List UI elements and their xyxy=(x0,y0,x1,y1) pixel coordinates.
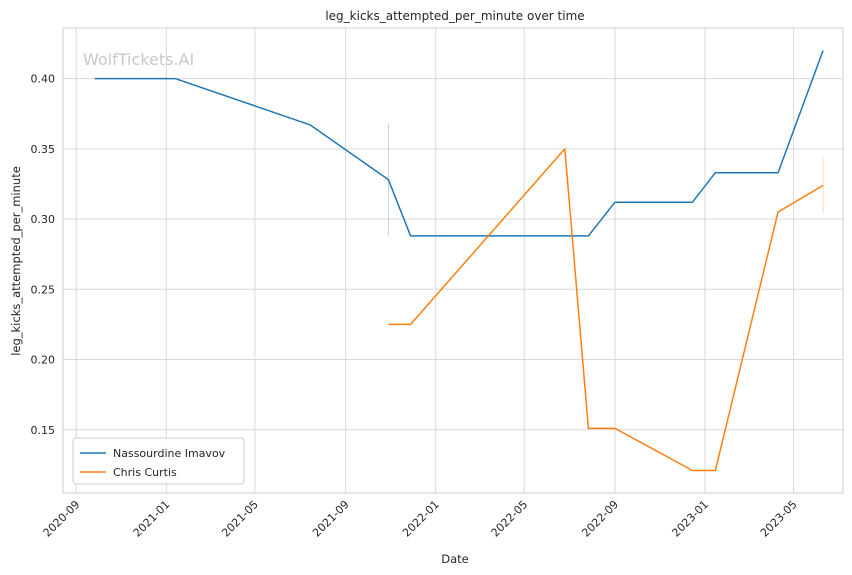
plot-frame xyxy=(62,27,844,494)
series-line-nassourdine-imavov xyxy=(94,50,824,237)
legend-box xyxy=(72,437,245,485)
grid xyxy=(63,28,843,493)
legend-label-chris-curtis: Chris Curtis xyxy=(113,466,177,479)
series-line-chris-curtis xyxy=(388,148,824,472)
x-tick-label: 2021-01 xyxy=(131,498,173,540)
y-tick-label: 0.30 xyxy=(31,213,56,226)
y-tick-label: 0.20 xyxy=(31,354,56,367)
series-lines xyxy=(94,50,824,472)
y-tick-label: 0.35 xyxy=(31,143,56,156)
x-axis-ticks: 2020-09 2021-01 2021-05 2021-09 2022-01 2022-… xyxy=(41,498,800,540)
watermark-text: WolfTickets.AI xyxy=(83,50,194,69)
x-tick-label: 2022-09 xyxy=(579,498,621,540)
x-tick-label: 2023-01 xyxy=(669,498,711,540)
x-tick-label: 2020-09 xyxy=(41,498,83,540)
chart-title: leg_kicks_attempted_per_minute over time xyxy=(325,9,584,23)
y-tick-label: 0.15 xyxy=(31,424,56,437)
x-axis-title: Date xyxy=(441,552,469,566)
x-tick-label: 2022-01 xyxy=(400,498,442,540)
x-tick-label: 2023-05 xyxy=(758,498,800,540)
y-tick-label: 0.40 xyxy=(31,73,56,86)
legend-label-nassourdine-imavov: Nassourdine Imavov xyxy=(113,447,226,460)
x-tick-label: 2021-05 xyxy=(219,498,261,540)
x-tick-label: 2021-09 xyxy=(310,498,352,540)
y-axis-ticks: 0.15 0.20 0.25 0.30 0.35 0.40 xyxy=(31,73,56,437)
x-tick-label: 2022-05 xyxy=(489,498,531,540)
legend: Nassourdine Imavov Chris Curtis xyxy=(72,437,245,485)
y-axis-title: leg_kicks_attempted_per_minute xyxy=(9,166,23,356)
y-tick-label: 0.25 xyxy=(31,283,56,296)
